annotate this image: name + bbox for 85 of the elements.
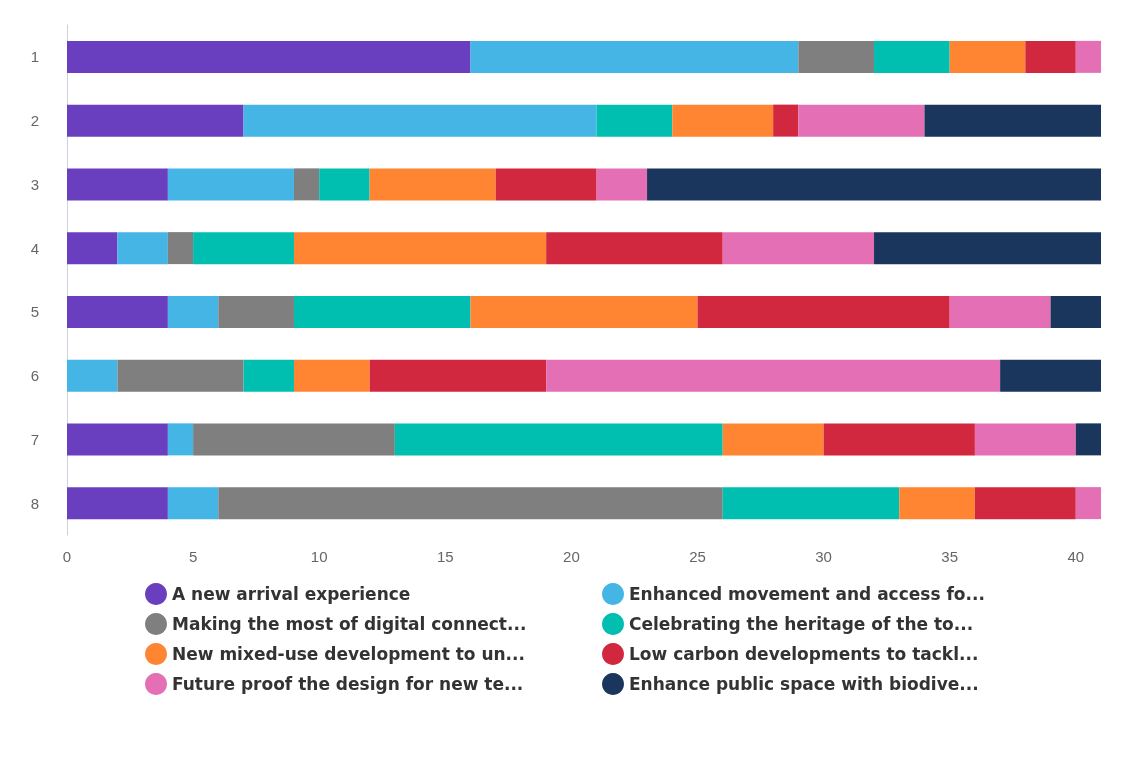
bar bbox=[672, 104, 774, 137]
y-tick-label: 3 bbox=[30, 175, 39, 193]
y-tick-label: 1 bbox=[30, 48, 39, 66]
legend-label: New mixed-use development to un... bbox=[172, 644, 525, 664]
bar bbox=[596, 168, 648, 201]
bar bbox=[67, 104, 244, 137]
bar bbox=[167, 487, 219, 520]
bar bbox=[218, 487, 723, 520]
bar bbox=[218, 295, 294, 328]
bar bbox=[293, 359, 370, 392]
bar bbox=[697, 295, 950, 328]
bar bbox=[293, 232, 547, 265]
legend-label: Enhanced movement and access fo... bbox=[629, 584, 985, 604]
bar bbox=[773, 104, 799, 137]
bar bbox=[67, 168, 168, 201]
bar bbox=[243, 104, 597, 137]
bar bbox=[193, 232, 294, 265]
bar bbox=[67, 40, 471, 73]
bar bbox=[874, 232, 1101, 265]
bar bbox=[974, 487, 1076, 520]
bar bbox=[67, 487, 168, 520]
bar bbox=[470, 295, 698, 328]
bar bbox=[369, 168, 496, 201]
x-tick-label: 0 bbox=[62, 548, 72, 565]
bar bbox=[924, 104, 1101, 137]
bar bbox=[1050, 295, 1101, 328]
bar bbox=[1075, 40, 1101, 73]
bar bbox=[394, 423, 723, 456]
bar bbox=[293, 168, 320, 201]
bar bbox=[67, 295, 168, 328]
bar bbox=[167, 295, 219, 328]
bar bbox=[193, 423, 395, 456]
legend-label: A new arrival experience bbox=[172, 584, 411, 604]
bar bbox=[949, 295, 1051, 328]
bar bbox=[1025, 40, 1076, 73]
bar bbox=[798, 104, 925, 137]
bar bbox=[293, 295, 471, 328]
y-tick-label: 8 bbox=[30, 494, 39, 512]
bar bbox=[117, 232, 168, 265]
bar bbox=[899, 487, 975, 520]
x-tick-label: 20 bbox=[563, 548, 580, 565]
bar bbox=[67, 232, 118, 265]
y-tick-label: 4 bbox=[30, 239, 39, 257]
bar bbox=[167, 232, 194, 265]
bar bbox=[495, 168, 597, 201]
bar bbox=[369, 359, 547, 392]
bar bbox=[67, 423, 168, 456]
x-tick-label: 15 bbox=[436, 548, 454, 565]
bar bbox=[167, 168, 294, 201]
legend-label: Low carbon developments to tackl... bbox=[629, 644, 979, 664]
bar bbox=[949, 40, 1026, 73]
bar bbox=[596, 104, 673, 137]
bar bbox=[167, 423, 194, 456]
bar bbox=[67, 359, 118, 392]
y-tick-label: 2 bbox=[30, 112, 39, 130]
x-tick-label: 25 bbox=[689, 548, 706, 565]
bar bbox=[1075, 423, 1101, 456]
bar bbox=[1075, 487, 1101, 520]
bar bbox=[546, 359, 1001, 392]
x-tick-label: 5 bbox=[188, 548, 198, 565]
x-tick-label: 30 bbox=[815, 548, 832, 565]
bar bbox=[319, 168, 370, 201]
x-tick-label: 40 bbox=[1067, 548, 1085, 565]
bar bbox=[722, 232, 875, 265]
bar bbox=[974, 423, 1076, 456]
y-tick-label: 6 bbox=[30, 367, 39, 385]
legend-label: Making the most of digital connect... bbox=[172, 614, 527, 634]
y-tick-label: 7 bbox=[30, 430, 39, 448]
bar bbox=[1000, 359, 1101, 392]
legend-label: Enhance public space with biodive... bbox=[629, 674, 979, 694]
bar bbox=[722, 487, 900, 520]
x-tick-label: 35 bbox=[941, 548, 959, 565]
y-tick-label: 5 bbox=[30, 303, 39, 321]
x-tick-label: 10 bbox=[310, 548, 328, 565]
bar bbox=[117, 359, 244, 392]
bar bbox=[647, 168, 1101, 201]
bar bbox=[798, 40, 875, 73]
bar bbox=[722, 423, 824, 456]
bar bbox=[874, 40, 950, 73]
legend-label: Celebrating the heritage of the to... bbox=[629, 614, 974, 634]
bar bbox=[823, 423, 975, 456]
legend-label: Future proof the design for new te... bbox=[172, 674, 524, 694]
bar bbox=[243, 359, 294, 392]
bar bbox=[470, 40, 799, 73]
bar bbox=[546, 232, 723, 265]
